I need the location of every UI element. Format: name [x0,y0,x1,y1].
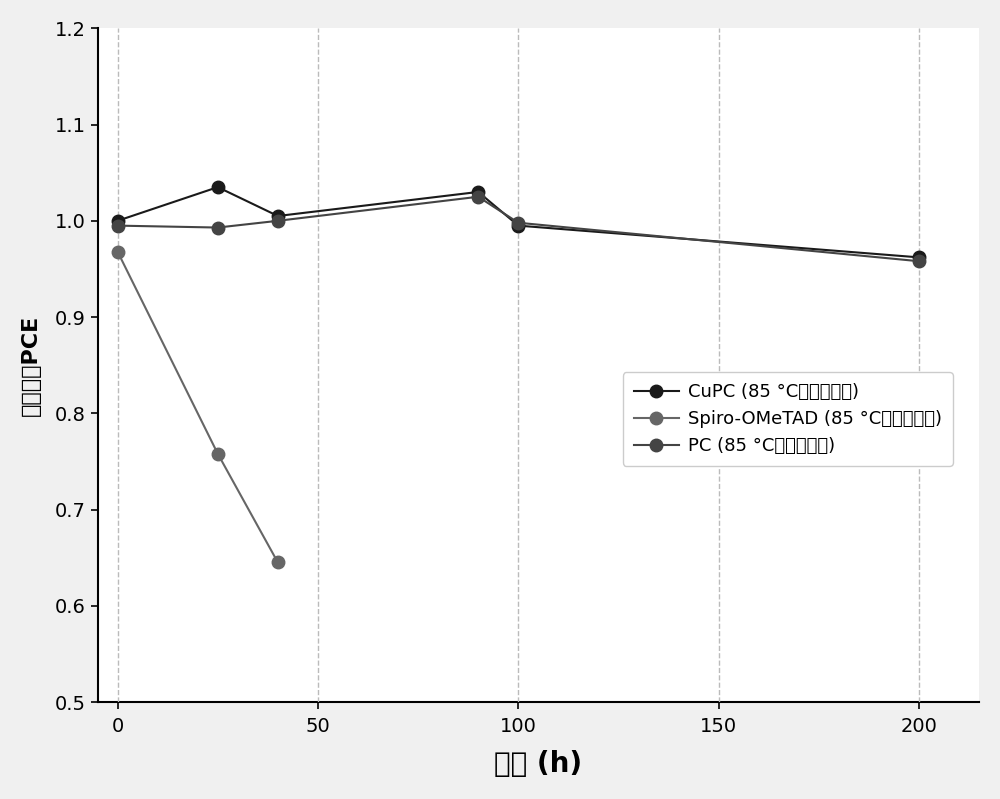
Spiro-OMeTAD (85 °C，在空气中) [112,247,124,256]
CuPC (85 °C，在空气中) [512,221,524,230]
Line: Spiro-OMeTAD (85 °C，在空气中): Spiro-OMeTAD (85 °C，在空气中) [111,245,284,569]
PC (85 °C，在空气中) [272,216,284,225]
CuPC (85 °C，在空气中) [472,187,484,197]
Line: CuPC (85 °C，在空气中): CuPC (85 °C，在空气中) [111,181,925,264]
PC (85 °C，在空气中) [512,218,524,228]
PC (85 °C，在空气中) [212,223,224,233]
PC (85 °C，在空气中) [472,192,484,201]
Line: PC (85 °C，在空气中): PC (85 °C，在空气中) [111,190,925,268]
Spiro-OMeTAD (85 °C，在空气中) [212,449,224,459]
CuPC (85 °C，在空气中) [112,216,124,225]
X-axis label: 时间 (h): 时间 (h) [494,750,582,778]
CuPC (85 °C，在空气中) [913,252,925,262]
PC (85 °C，在空气中) [913,256,925,266]
PC (85 °C，在空气中) [112,221,124,230]
CuPC (85 °C，在空气中) [212,182,224,192]
Spiro-OMeTAD (85 °C，在空气中) [272,558,284,567]
Legend: CuPC (85 °C，在空气中), Spiro-OMeTAD (85 °C，在空气中), PC (85 °C，在空气中): CuPC (85 °C，在空气中), Spiro-OMeTAD (85 °C，在… [623,372,953,466]
Y-axis label: 标准化的PCE: 标准化的PCE [21,315,41,415]
CuPC (85 °C，在空气中) [272,211,284,221]
